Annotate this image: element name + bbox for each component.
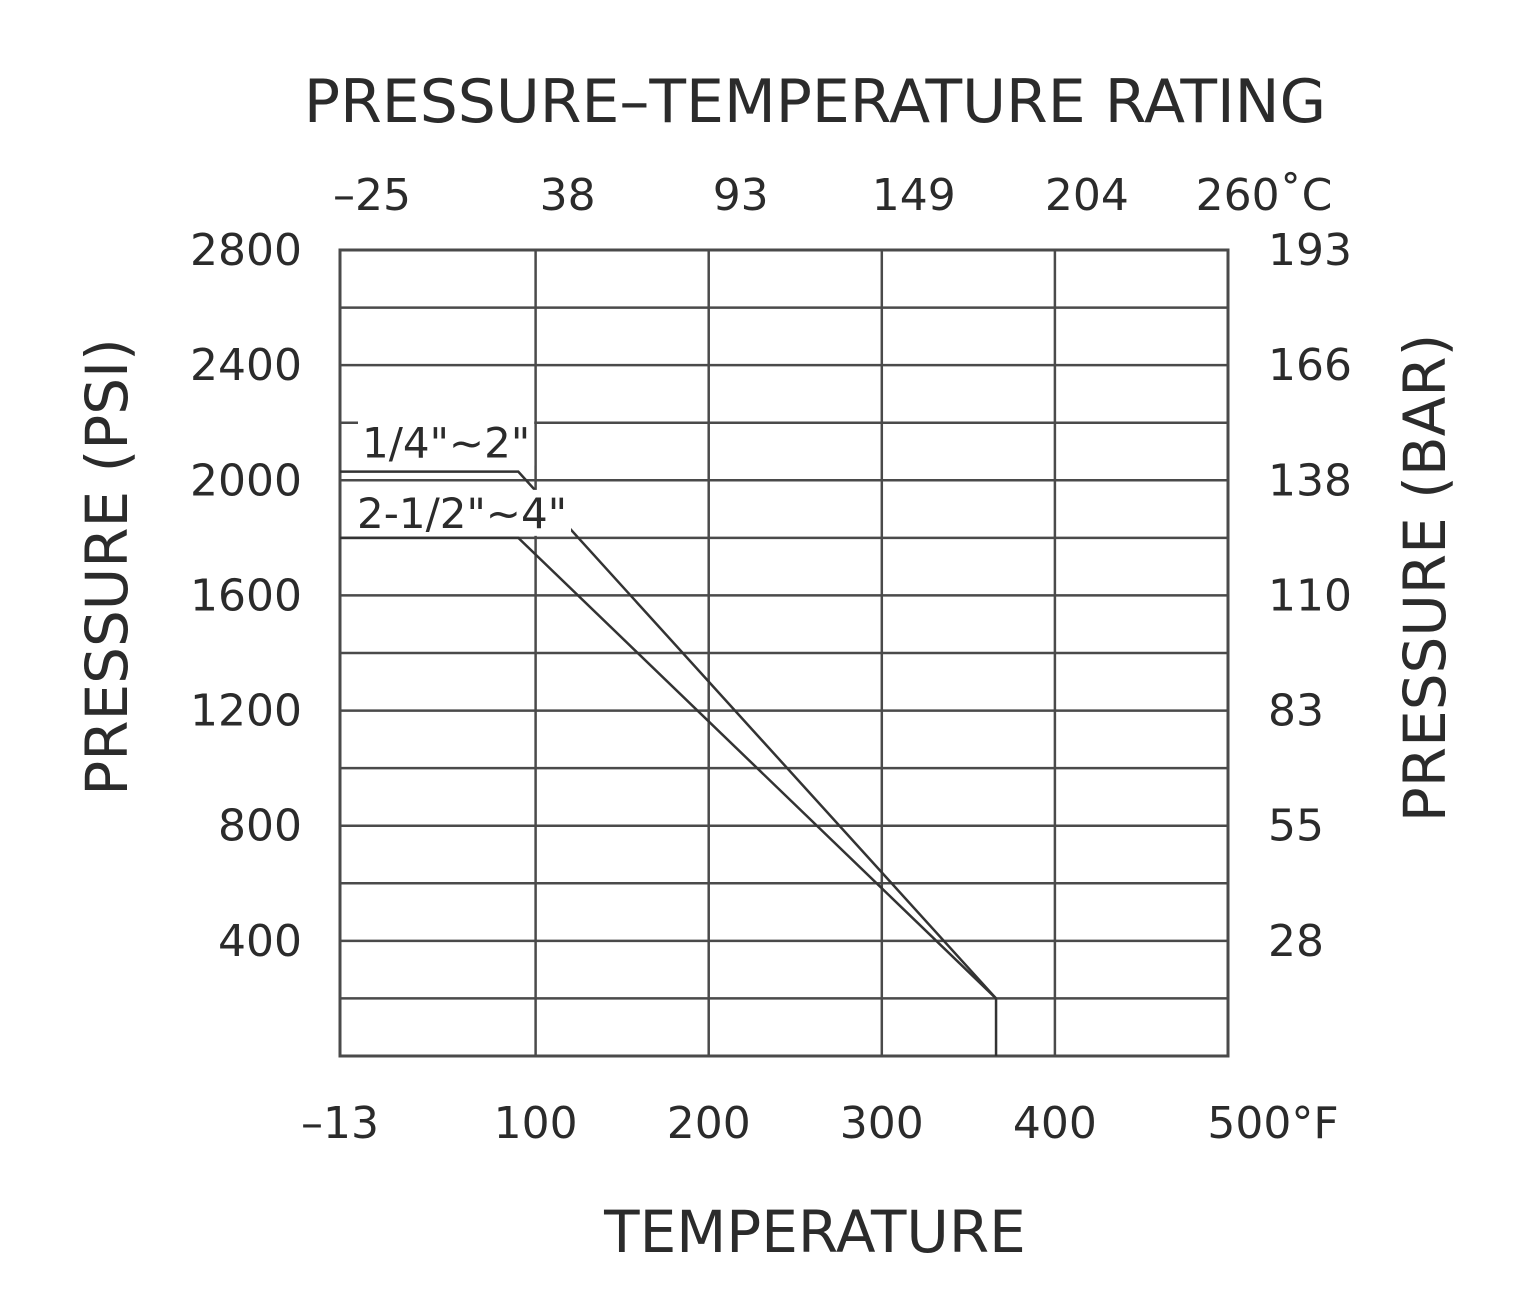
tick-labels: –13 100 200 300 400 500°F –25 38 93 149 204 260˚C 28… xyxy=(190,170,1352,1149)
y-tick-label-right: 28 xyxy=(1268,916,1324,967)
y-tick-label-left: 400 xyxy=(218,916,302,967)
x-tick-label-top: 38 xyxy=(540,170,596,221)
y-tick-label-left: 1600 xyxy=(190,570,302,621)
grid-lines xyxy=(338,248,1230,1058)
y-tick-label-right: 166 xyxy=(1268,340,1352,391)
y-axis-title-left: PRESSURE (PSI) xyxy=(73,338,141,796)
series-label-background xyxy=(358,419,535,466)
x-axis-title: TEMPERATURE xyxy=(603,1198,1026,1266)
y-tick-label-left: 800 xyxy=(218,801,302,852)
y-tick-label-left: 2000 xyxy=(190,455,302,506)
y-tick-label-right: 55 xyxy=(1268,801,1324,852)
x-tick-label-top: 93 xyxy=(713,170,769,221)
x-tick-label-bottom: 400 xyxy=(1013,1098,1097,1149)
series-label-1: 2-1/2"~4" xyxy=(357,489,567,538)
x-tick-label-bottom: 200 xyxy=(667,1098,751,1149)
x-tick-label-top: 260˚C xyxy=(1196,170,1333,221)
x-tick-label-top: 149 xyxy=(872,170,956,221)
x-tick-label-bottom: 500°F xyxy=(1207,1098,1338,1149)
y-tick-label-left: 1200 xyxy=(190,686,302,737)
series-line-0 xyxy=(340,470,997,1000)
series-line-1 xyxy=(340,536,997,1000)
series-label-background xyxy=(353,489,572,536)
series-label-0: 1/4"~2" xyxy=(362,419,530,468)
y-axis-title-right: PRESSURE (BAR) xyxy=(1391,334,1459,822)
chart-title: PRESSURE–TEMPERATURE RATING xyxy=(304,67,1326,137)
x-tick-label-bottom: 100 xyxy=(494,1098,578,1149)
x-tick-label-bottom: 300 xyxy=(840,1098,924,1149)
y-tick-label-right: 193 xyxy=(1268,225,1352,276)
x-tick-label-bottom: –13 xyxy=(301,1098,379,1149)
x-tick-label-top: –25 xyxy=(333,170,411,221)
y-tick-label-right: 83 xyxy=(1268,686,1324,737)
y-tick-label-right: 138 xyxy=(1268,455,1352,506)
y-tick-label-right: 110 xyxy=(1268,570,1352,621)
x-tick-label-top: 204 xyxy=(1045,170,1129,221)
series-lines xyxy=(340,470,998,1056)
series-labels: 1/4"~2" 2-1/2"~4" xyxy=(353,419,572,538)
y-tick-label-left: 2400 xyxy=(190,340,302,391)
y-tick-label-left: 2800 xyxy=(190,225,302,276)
